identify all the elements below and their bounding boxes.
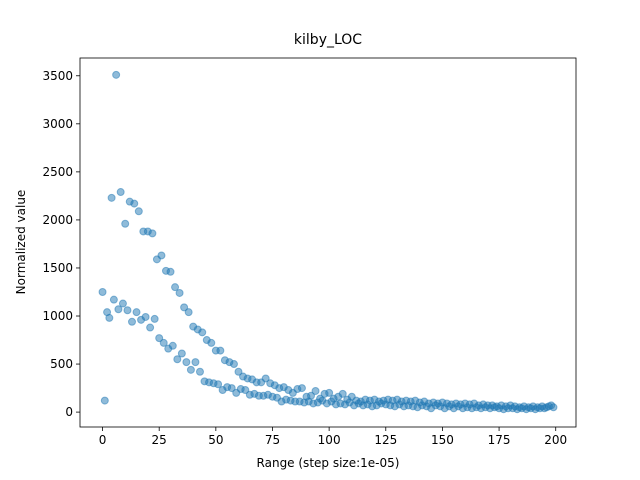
- point: [121, 219, 130, 228]
- point: [229, 360, 238, 369]
- point: [207, 338, 216, 347]
- point: [325, 388, 334, 397]
- point: [227, 384, 236, 393]
- point: [177, 349, 186, 358]
- point: [118, 299, 127, 308]
- point: [180, 303, 189, 312]
- point: [150, 314, 159, 323]
- point: [198, 328, 207, 337]
- point: [132, 308, 141, 317]
- point: [168, 341, 177, 350]
- plot-area: [98, 70, 558, 414]
- point: [98, 287, 107, 296]
- point: [128, 317, 137, 326]
- point: [166, 267, 175, 276]
- x-tick-label: 150: [431, 433, 454, 447]
- x-tick-label: 75: [265, 433, 280, 447]
- point: [100, 396, 109, 405]
- point: [195, 367, 204, 376]
- chart-title: kilby_LOC: [294, 32, 362, 48]
- y-tick-label: 500: [50, 357, 73, 371]
- y-tick-label: 2000: [42, 213, 73, 227]
- y-tick-label: 0: [65, 405, 73, 419]
- point: [182, 358, 191, 367]
- point: [148, 229, 157, 238]
- y-tick-label: 1500: [42, 261, 73, 275]
- point: [234, 367, 243, 376]
- point: [549, 403, 558, 412]
- point: [159, 338, 168, 347]
- point: [261, 374, 270, 383]
- point: [130, 199, 139, 208]
- point: [116, 188, 125, 197]
- x-tick-label: 50: [208, 433, 223, 447]
- x-tick-label: 125: [374, 433, 397, 447]
- point: [214, 380, 223, 389]
- point: [114, 305, 123, 314]
- point: [134, 207, 143, 216]
- point: [155, 334, 164, 343]
- point: [109, 295, 118, 304]
- x-tick-label: 200: [544, 433, 567, 447]
- y-tick-label: 2500: [42, 165, 73, 179]
- x-tick-label: 100: [318, 433, 341, 447]
- y-axis-label: Normalized value: [14, 190, 28, 295]
- point: [307, 391, 316, 400]
- point: [141, 312, 150, 321]
- point: [297, 384, 306, 393]
- point: [241, 386, 250, 395]
- y-tick-label: 1000: [42, 309, 73, 323]
- x-tick-label: 175: [488, 433, 511, 447]
- point: [338, 389, 347, 398]
- point: [107, 193, 116, 202]
- y-tick-label: 3500: [42, 69, 73, 83]
- y-tick-label: 3000: [42, 117, 73, 131]
- point: [184, 308, 193, 317]
- point: [191, 358, 200, 367]
- x-tick-label: 0: [99, 433, 107, 447]
- point: [112, 70, 121, 79]
- point: [311, 386, 320, 395]
- x-axis-label: Range (step size:1e-05): [257, 456, 400, 470]
- point: [171, 283, 180, 292]
- point: [175, 288, 184, 297]
- point: [173, 355, 182, 364]
- axes-frame: [79, 57, 577, 428]
- x-tick-label: 25: [152, 433, 167, 447]
- point: [216, 346, 225, 355]
- point: [123, 306, 132, 315]
- point: [157, 251, 166, 260]
- point: [105, 313, 114, 322]
- point: [186, 365, 195, 374]
- point: [146, 323, 155, 332]
